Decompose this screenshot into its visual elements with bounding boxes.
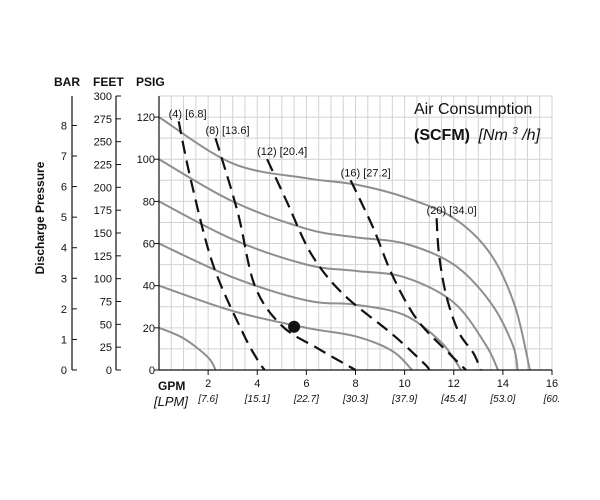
air-curve-label-5: (20) [34.0] xyxy=(427,205,477,217)
feet-tick-label: 25 xyxy=(100,342,112,354)
x-axis-title-lpm: [LPM] xyxy=(153,394,188,409)
x-tick-label: 6 xyxy=(303,378,309,390)
feet-tick-label: 275 xyxy=(94,114,112,126)
bar-axis-header: BAR xyxy=(54,75,80,89)
bar-tick-label: 7 xyxy=(61,151,67,163)
bar-tick-label: 5 xyxy=(61,212,67,224)
feet-tick-label: 300 xyxy=(94,91,112,103)
air-curve-2 xyxy=(214,137,357,371)
psig-tick-label: 60 xyxy=(143,239,155,251)
feet-tick-label: 150 xyxy=(94,228,112,240)
lpm-tick-label: [45.4] xyxy=(440,394,466,405)
bar-tick-label: 8 xyxy=(61,120,67,132)
lpm-tick-label: [53.0] xyxy=(489,394,515,405)
pressure-curve-6 xyxy=(158,116,531,371)
air-curve-label-3: (12) [20.4] xyxy=(257,146,307,158)
x-tick-label: 12 xyxy=(448,378,460,390)
lpm-tick-label: [37.9] xyxy=(391,394,417,405)
pressure-curve-2 xyxy=(158,284,413,371)
pressure-curve-1 xyxy=(158,326,217,371)
pressure-curve-5 xyxy=(158,158,519,371)
pressure-curve-3 xyxy=(158,242,462,371)
lpm-tick-label: [15.1] xyxy=(244,394,270,405)
bar-tick-label: 4 xyxy=(61,243,67,255)
pressure-curves xyxy=(158,116,531,371)
air-curve-5 xyxy=(435,218,482,371)
legend-units-tail: /h] xyxy=(521,127,540,144)
axes xyxy=(71,95,553,375)
legend-title: Air Consumption xyxy=(414,101,532,118)
lpm-tick-label: [30.3] xyxy=(342,394,368,405)
feet-tick-label: 125 xyxy=(94,251,112,263)
feet-tick-label: 250 xyxy=(94,137,112,149)
legend-units: (SCFM) [Nm 3 /h] xyxy=(414,121,541,144)
air-curve-1 xyxy=(177,121,266,371)
psig-tick-label: 80 xyxy=(143,196,155,208)
operating-point-group xyxy=(288,320,301,333)
legend-units-sup: 3 xyxy=(512,126,518,137)
x-tick-label: 8 xyxy=(352,378,358,390)
feet-tick-label: 200 xyxy=(94,182,112,194)
lpm-tick-label: [22.7] xyxy=(293,394,319,405)
psig-axis-header: PSIG xyxy=(136,75,165,89)
air-curve-label-1: (4) [6.8] xyxy=(169,108,207,120)
feet-tick-label: 175 xyxy=(94,205,112,217)
air-curve-label-2: (8) [13.6] xyxy=(205,125,249,137)
operating-point-marker xyxy=(288,320,301,333)
plot-grid xyxy=(159,95,553,370)
air-curve-4 xyxy=(349,179,467,371)
bar-tick-label: 1 xyxy=(61,334,67,346)
x-tick-label: 2 xyxy=(205,378,211,390)
lpm-tick-label: [7.6] xyxy=(197,394,218,405)
tick-labels: 0204060801001200255075100125150175200225… xyxy=(61,91,560,405)
legend-units-nm: [Nm xyxy=(477,127,507,144)
pressure-curve-4 xyxy=(158,200,499,371)
bar-tick-label: 2 xyxy=(61,304,67,316)
psig-tick-label: 40 xyxy=(143,281,155,293)
x-tick-label: 16 xyxy=(546,378,558,390)
feet-tick-label: 50 xyxy=(100,319,112,331)
feet-tick-label: 100 xyxy=(94,274,112,286)
air-consumption-curves: (4) [6.8] (8) [13.6] (12) [20.4] (16) [27.2… xyxy=(169,108,482,371)
air-curve-3 xyxy=(266,158,431,371)
bar-tick-label: 0 xyxy=(61,365,67,377)
x-tick-label: 10 xyxy=(399,378,411,390)
psig-tick-label: 20 xyxy=(143,323,155,335)
feet-axis-header: FEET xyxy=(93,75,124,89)
psig-tick-label: 100 xyxy=(137,154,155,166)
feet-tick-label: 75 xyxy=(100,297,112,309)
x-tick-label: 4 xyxy=(254,378,260,390)
psig-tick-label: 120 xyxy=(137,112,155,124)
x-tick-label: 14 xyxy=(497,378,509,390)
psig-tick-label: 0 xyxy=(149,365,155,377)
air-curve-label-4: (16) [27.2] xyxy=(341,167,391,179)
lpm-tick-label: [60. xyxy=(543,394,561,405)
feet-tick-label: 0 xyxy=(106,365,112,377)
feet-tick-label: 225 xyxy=(94,160,112,172)
bar-tick-label: 6 xyxy=(61,182,67,194)
x-axis-title-gpm: GPM xyxy=(158,379,185,393)
bar-tick-label: 3 xyxy=(61,273,67,285)
legend-units-scfm: (SCFM) xyxy=(414,127,470,144)
y-axis-title: Discharge Pressure xyxy=(33,161,47,274)
